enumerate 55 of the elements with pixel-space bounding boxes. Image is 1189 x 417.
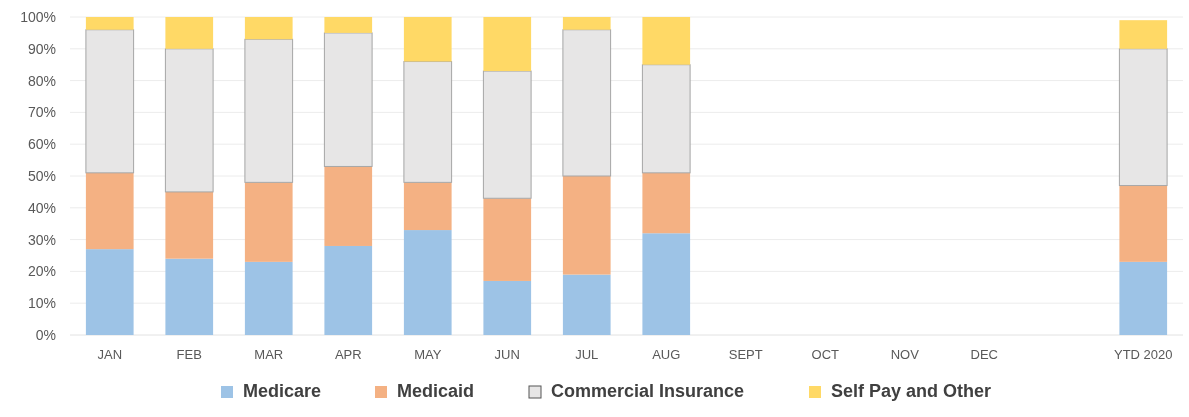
bar xyxy=(1119,261,1168,335)
bar xyxy=(165,191,214,259)
x-tick-label: AUG xyxy=(652,347,681,362)
x-tick-label: DEC xyxy=(970,347,998,362)
bar xyxy=(642,172,691,234)
x-tick-label: JUN xyxy=(494,347,520,362)
bar xyxy=(85,172,134,250)
y-tick-label: 30% xyxy=(27,231,56,248)
legend-label: Medicare xyxy=(243,381,322,401)
bar xyxy=(324,166,373,246)
x-tick-label: MAY xyxy=(414,347,442,362)
y-tick-label: 10% xyxy=(27,295,56,312)
y-tick-label: 100% xyxy=(20,8,56,25)
bar xyxy=(642,233,691,335)
bar xyxy=(562,176,611,275)
bar xyxy=(562,274,611,335)
bar xyxy=(1119,185,1168,262)
bar xyxy=(403,230,452,335)
x-tick-label: JUL xyxy=(575,347,599,362)
x-tick-label: OCT xyxy=(811,347,840,362)
bar xyxy=(642,17,691,65)
y-tick-label: 20% xyxy=(27,263,56,280)
y-tick-label: 50% xyxy=(27,167,56,184)
x-tick-label: YTD 2020 xyxy=(1113,347,1173,362)
bar xyxy=(324,17,373,33)
bar xyxy=(85,249,134,335)
bar xyxy=(244,261,293,335)
bar xyxy=(324,245,373,335)
y-tick-label: 70% xyxy=(27,104,56,121)
bar xyxy=(85,17,134,30)
bar xyxy=(165,258,214,335)
bar xyxy=(483,17,532,72)
bar xyxy=(244,182,293,262)
legend-label: Self Pay and Other xyxy=(831,381,992,401)
x-tick-label: APR xyxy=(334,347,362,362)
legend-label: Commercial Insurance xyxy=(551,381,745,401)
bar xyxy=(244,17,293,40)
bar xyxy=(165,17,214,49)
x-tick-label: SEPT xyxy=(728,347,763,362)
x-tick-label: FEB xyxy=(176,347,202,362)
bar xyxy=(1119,20,1168,49)
legend-label: Medicaid xyxy=(397,381,475,401)
bar xyxy=(403,17,452,62)
bar xyxy=(483,198,532,281)
bar xyxy=(483,280,532,335)
x-tick-label: JAN xyxy=(97,347,123,362)
y-tick-label: 80% xyxy=(27,72,56,89)
y-tick-label: 60% xyxy=(27,136,56,153)
y-tick-label: 90% xyxy=(27,40,56,57)
bar xyxy=(562,17,611,30)
y-tick-label: 0% xyxy=(35,326,56,343)
bar xyxy=(403,182,452,231)
x-tick-label: MAR xyxy=(254,347,284,362)
x-tick-label: NOV xyxy=(890,347,920,362)
y-tick-label: 40% xyxy=(27,199,56,216)
